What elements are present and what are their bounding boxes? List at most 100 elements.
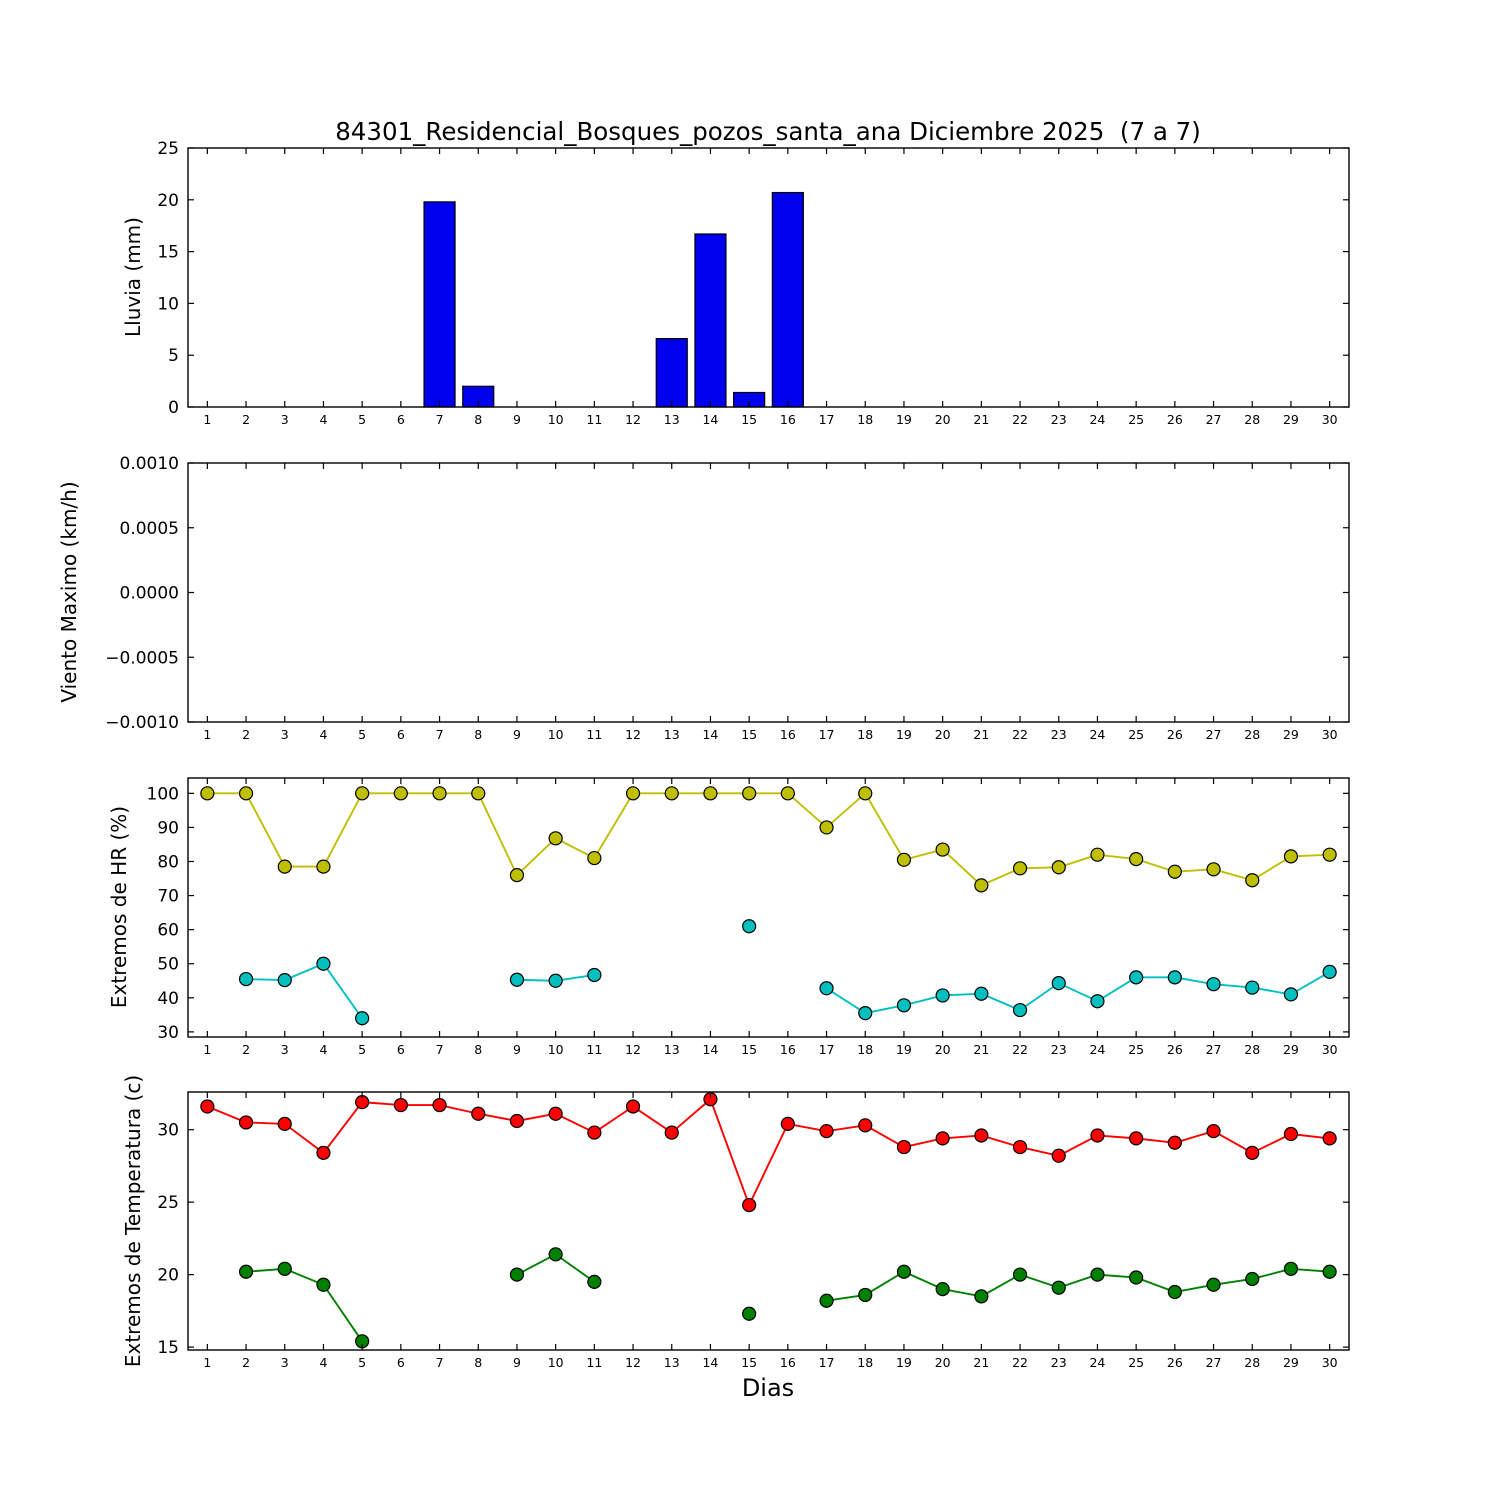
plot-frame xyxy=(187,147,1350,408)
x-tick-label: 21 xyxy=(973,1042,989,1057)
data-point xyxy=(1167,1135,1182,1150)
data-point xyxy=(1322,1264,1337,1279)
x-tick-label: 20 xyxy=(935,1355,951,1370)
subplot-1: 1 2 3 4 5 6 7 8 9 10 11 12 13 14 15 16 17 18 19 20 21 22 23 24 2… xyxy=(105,454,1350,742)
x-tick-label: 22 xyxy=(1012,727,1028,742)
x-tick-label: 6 xyxy=(397,1042,405,1057)
x-tick-label: 16 xyxy=(780,1355,796,1370)
data-point xyxy=(1051,1148,1066,1163)
data-point xyxy=(277,859,292,874)
x-tick-label: 29 xyxy=(1283,1355,1299,1370)
ylabel-hr: Extremos de HR (%) xyxy=(107,806,131,1008)
rain-bar-day-14 xyxy=(694,233,727,408)
x-tick-label: 10 xyxy=(548,412,564,427)
data-point xyxy=(238,786,254,801)
x-tick-label: 7 xyxy=(436,727,444,742)
data-point xyxy=(858,1006,873,1021)
data-point xyxy=(587,850,602,866)
x-tick-label: 4 xyxy=(319,412,327,427)
x-tick-label: 15 xyxy=(741,412,757,427)
x-tick-label: 2 xyxy=(242,1355,250,1370)
data-point xyxy=(1012,861,1028,876)
data-point xyxy=(1090,1267,1105,1282)
data-point xyxy=(238,1264,254,1279)
x-tick-label: 25 xyxy=(1128,727,1144,742)
x-tick-label: 10 xyxy=(548,1355,564,1370)
x-tick-label: 12 xyxy=(625,1042,641,1057)
x-tick-label: 13 xyxy=(664,1042,680,1057)
rain-bar-day-16 xyxy=(771,191,804,408)
data-point xyxy=(509,1267,525,1282)
chart-title: 84301_Residencial_Bosques_pozos_santa_an… xyxy=(335,117,1201,146)
y-tick-label: 15 xyxy=(157,1338,179,1358)
data-point xyxy=(974,986,989,1001)
x-tick-label: 14 xyxy=(702,1355,718,1370)
data-point xyxy=(432,786,447,801)
y-tick-label: −0.0010 xyxy=(105,713,179,733)
data-point xyxy=(974,1128,989,1143)
x-tick-label: 21 xyxy=(973,727,989,742)
data-point xyxy=(1167,1284,1182,1300)
x-tick-label: 30 xyxy=(1322,412,1338,427)
x-tick-label: 22 xyxy=(1012,1355,1028,1370)
data-point xyxy=(1245,1145,1260,1160)
x-tick-label: 12 xyxy=(625,727,641,742)
data-point xyxy=(1206,1124,1221,1139)
y-tick-label: 20 xyxy=(157,1266,179,1286)
data-point xyxy=(1245,980,1260,995)
data-point xyxy=(819,820,834,835)
x-tick-label: 7 xyxy=(436,1355,444,1370)
data-point xyxy=(742,1306,757,1321)
x-tick-label: 15 xyxy=(741,727,757,742)
data-point xyxy=(1129,1270,1144,1285)
data-point xyxy=(1283,987,1299,1002)
x-tick-label: 9 xyxy=(513,1042,521,1057)
x-tick-label: 12 xyxy=(625,1355,641,1370)
x-tick-label: 2 xyxy=(242,1042,250,1057)
x-tick-label: 29 xyxy=(1283,1042,1299,1057)
x-tick-label: 19 xyxy=(896,1042,912,1057)
data-point xyxy=(548,1106,563,1121)
data-point xyxy=(742,919,757,934)
x-tick-label: 4 xyxy=(319,1355,327,1370)
x-tick-label: 20 xyxy=(935,412,951,427)
plot-area xyxy=(188,1092,1349,1350)
x-tick-label: 24 xyxy=(1089,1042,1105,1057)
x-tick-label: 17 xyxy=(819,1042,835,1057)
data-point xyxy=(1322,847,1337,862)
x-tick-label: 7 xyxy=(436,1042,444,1057)
y-tick-label: 30 xyxy=(157,1023,179,1043)
subplot-2: 1 2 3 4 5 6 7 8 9 10 11 12 13 14 15 16 17 18 19 20 21 22 23 24 2… xyxy=(147,777,1350,1057)
x-tick-label: 5 xyxy=(358,1355,366,1370)
data-point xyxy=(974,878,989,893)
x-tick-label: 1 xyxy=(203,727,211,742)
y-tick-label: 25 xyxy=(157,1193,179,1213)
x-tick-label: 11 xyxy=(586,1042,602,1057)
data-point xyxy=(1283,1126,1299,1142)
data-point xyxy=(355,1011,370,1026)
data-point xyxy=(1322,1131,1337,1146)
data-point xyxy=(1206,862,1221,877)
x-tick-label: 20 xyxy=(935,1042,951,1057)
data-point xyxy=(974,1289,989,1304)
x-tick-label: 9 xyxy=(513,1355,521,1370)
data-point xyxy=(316,956,331,971)
data-point xyxy=(277,972,292,988)
data-point xyxy=(935,1131,950,1146)
x-tick-label: 19 xyxy=(896,1355,912,1370)
data-point xyxy=(858,1287,873,1303)
data-point xyxy=(1283,1261,1299,1276)
data-point xyxy=(819,981,834,996)
x-tick-label: 6 xyxy=(397,1355,405,1370)
x-tick-label: 11 xyxy=(586,727,602,742)
plot-frame xyxy=(187,1091,1350,1351)
data-point xyxy=(1051,1280,1066,1295)
data-point xyxy=(935,842,950,857)
x-tick-label: 3 xyxy=(281,412,289,427)
data-point xyxy=(587,1274,602,1289)
x-tick-label: 27 xyxy=(1206,727,1222,742)
data-point xyxy=(1245,873,1260,888)
x-tick-label: 3 xyxy=(281,1042,289,1057)
x-tick-label: 20 xyxy=(935,727,951,742)
x-tick-label: 6 xyxy=(397,727,405,742)
